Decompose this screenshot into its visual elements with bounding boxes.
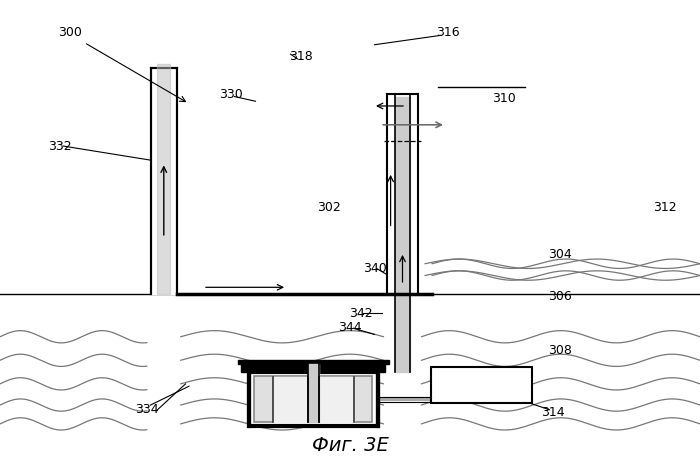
Text: 312: 312 [653, 201, 677, 214]
Text: 344: 344 [338, 321, 362, 334]
Polygon shape [307, 364, 319, 422]
Text: 304: 304 [548, 248, 572, 261]
Bar [248, 372, 378, 426]
Polygon shape [157, 64, 171, 294]
Polygon shape [241, 364, 385, 372]
Text: 342: 342 [349, 307, 372, 320]
Text: 306: 306 [548, 290, 572, 303]
Text: 316: 316 [436, 26, 460, 40]
Text: 308: 308 [548, 344, 572, 357]
Text: 332: 332 [48, 139, 71, 153]
Text: 300: 300 [58, 26, 82, 40]
Polygon shape [238, 360, 389, 364]
Text: 318: 318 [289, 50, 313, 63]
Polygon shape [273, 377, 307, 422]
Text: 314: 314 [541, 406, 565, 419]
Polygon shape [395, 97, 410, 372]
Bar [254, 376, 372, 422]
Polygon shape [150, 68, 177, 294]
Bar [430, 367, 532, 403]
Text: 302: 302 [317, 201, 341, 214]
Text: 330: 330 [219, 88, 243, 101]
Polygon shape [319, 377, 354, 422]
Text: 340: 340 [363, 262, 386, 275]
Text: 310: 310 [492, 92, 516, 106]
Text: 334: 334 [135, 403, 159, 416]
Text: Фиг. 3Е: Фиг. 3Е [312, 436, 388, 455]
Polygon shape [387, 94, 418, 294]
